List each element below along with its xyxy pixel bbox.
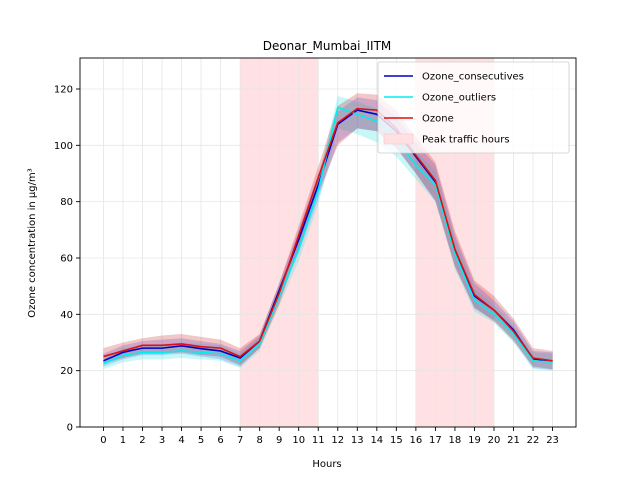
x-tick-label: 9 <box>276 435 282 446</box>
x-tick-label: 0 <box>100 435 106 446</box>
legend-label: Ozone_outliers <box>422 93 496 104</box>
x-tick-label: 6 <box>217 435 223 446</box>
x-tick-label: 3 <box>159 435 165 446</box>
legend-label: Ozone_consecutives <box>422 72 524 83</box>
legend: Ozone_consecutives Ozone_outliers Ozone Pea… <box>377 61 570 154</box>
x-tick-label: 11 <box>312 435 325 446</box>
x-tick-label: 8 <box>256 435 262 446</box>
x-tick-label: 19 <box>468 435 481 446</box>
legend-label: Ozone <box>422 114 454 125</box>
line-ozone <box>103 107 553 362</box>
x-tick-label: 13 <box>351 435 364 446</box>
x-tick-label: 10 <box>292 435 305 446</box>
x-tick-label: 21 <box>507 435 520 446</box>
x-tick-label: 16 <box>410 435 423 446</box>
x-tick-label: 23 <box>546 435 559 446</box>
x-axis-label: Hours <box>312 459 341 470</box>
x-tick-label: 2 <box>139 435 145 446</box>
y-tick-label: 0 <box>67 423 73 434</box>
y-axis-label: Ozone concentration in µg/m³ <box>27 168 38 317</box>
y-tick-label: 120 <box>54 84 73 95</box>
x-tick-label: 22 <box>527 435 540 446</box>
y-tick-label: 80 <box>60 197 73 208</box>
chart-title: Deonar_Mumbai_IITM <box>263 39 392 53</box>
axes-frame <box>79 57 577 428</box>
x-tick-label: 17 <box>429 435 442 446</box>
x-tick-label: 7 <box>237 435 243 446</box>
y-tick-label: 20 <box>60 366 73 377</box>
line-ozone-consecutives <box>103 109 553 363</box>
x-tick-label: 20 <box>488 435 501 446</box>
y-tick-label: 40 <box>60 310 73 321</box>
x-tick-label: 12 <box>331 435 344 446</box>
x-tick-label: 18 <box>449 435 462 446</box>
legend-swatch-peak-traffic-hours <box>383 133 414 145</box>
legend-label: Peak traffic hours <box>422 135 510 146</box>
legend-box <box>377 61 570 154</box>
y-tick-label: 60 <box>60 253 73 264</box>
x-tick-label: 15 <box>390 435 403 446</box>
series-group <box>103 93 553 371</box>
x-tick-label: 5 <box>198 435 204 446</box>
y-tick-label: 100 <box>54 141 73 152</box>
x-tick-label: 14 <box>370 435 383 446</box>
x-tick-label: 4 <box>178 435 184 446</box>
x-tick-label: 1 <box>120 435 126 446</box>
